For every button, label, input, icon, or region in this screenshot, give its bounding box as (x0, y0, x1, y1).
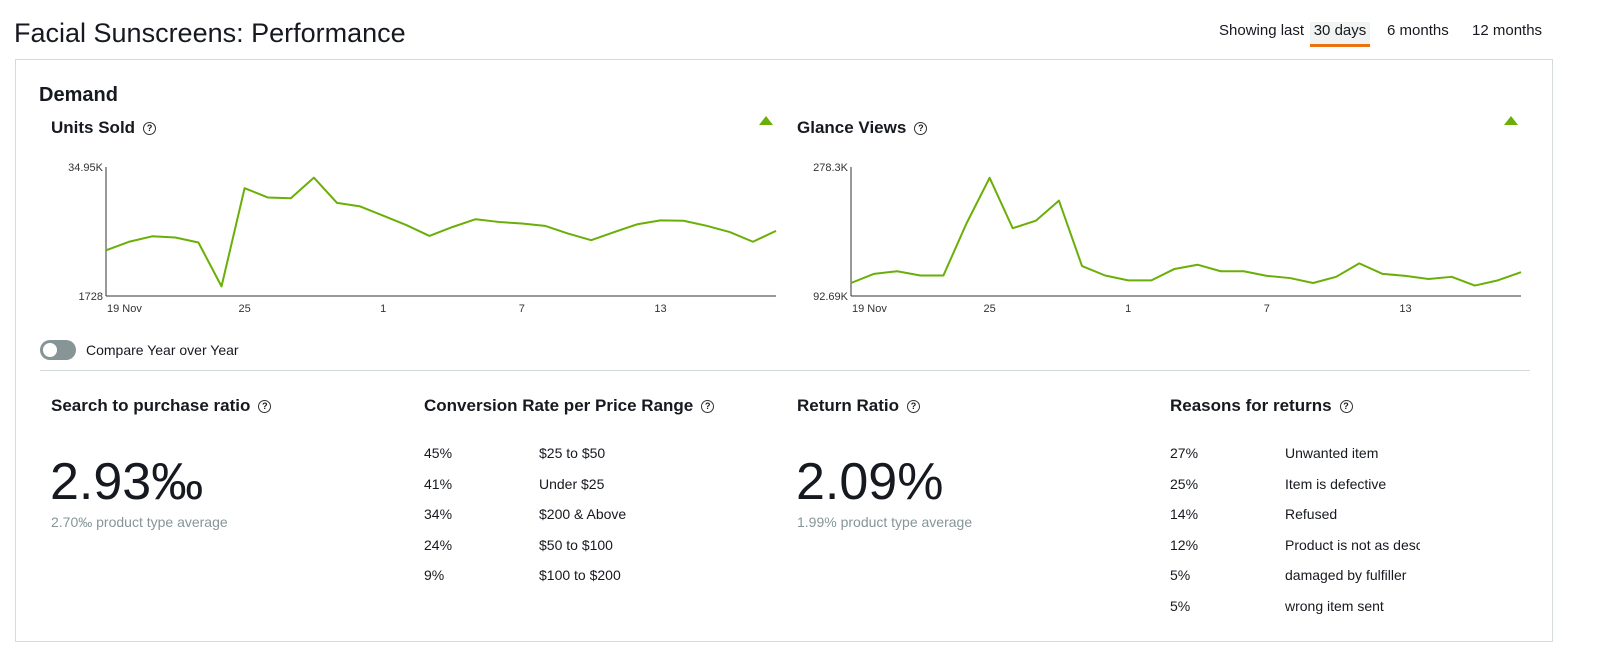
trend-up-icon (759, 116, 773, 125)
units-sold-chart: 34.95K 1728 19 Nov 25 1 7 13 (68, 162, 777, 315)
glance-views-heading: Glance Views? (797, 118, 928, 138)
list-row: 5% damaged by fulfiller (1170, 560, 1420, 591)
help-icon[interactable]: ? (907, 400, 920, 413)
row-percent: 24% (424, 536, 453, 553)
list-row: 12% Product is not as described (1170, 530, 1420, 561)
list-row: 27% Unwanted item (1170, 438, 1420, 469)
row-percent: 5% (1170, 567, 1191, 583)
row-percent: 14% (1170, 506, 1199, 522)
row-label: Unwanted item (1285, 445, 1379, 461)
row-percent: 25% (1170, 475, 1199, 492)
compare-yoy-toggle[interactable] (40, 340, 76, 360)
return-ratio-value: 2.09% (796, 453, 944, 511)
row-label: wrong item sent (1285, 597, 1384, 614)
range-tab-6-months[interactable]: 6 months (1387, 22, 1449, 39)
search-ratio-average: 2.70‰ product type average (51, 514, 228, 530)
list-row: 25% Item is defective (1170, 469, 1420, 500)
search-ratio-heading: Search to purchase ratio? (51, 396, 272, 416)
list-row: 45% $25 to $50 (424, 438, 724, 469)
x-tick-label: 25 (238, 303, 250, 315)
return-ratio-title: Return Ratio (797, 396, 899, 415)
row-percent: 34% (424, 506, 453, 522)
returns-heading: Reasons for returns? (1170, 396, 1353, 416)
y-tick-label: 1728 (79, 291, 103, 303)
toggle-knob (43, 343, 57, 357)
range-tab-12-months[interactable]: 12 months (1472, 22, 1543, 39)
x-tick-label: 19 Nov (107, 303, 142, 315)
row-percent: 41% (424, 475, 453, 492)
series-line (850, 176, 1522, 287)
page-title: Facial Sunscreens: Performance (14, 18, 406, 48)
x-tick-label: 7 (519, 303, 525, 315)
search-ratio-title: Search to purchase ratio (51, 396, 251, 415)
search-ratio-value: 2.93‰ (50, 453, 204, 511)
conversion-heading: Conversion Rate per Price Range? (424, 396, 715, 416)
x-tick-label: 13 (654, 303, 666, 315)
help-icon[interactable]: ? (258, 400, 272, 413)
x-tick-label: 25 (983, 303, 995, 315)
units-sold-heading: Units Sold? (51, 118, 157, 138)
trend-up-icon (1504, 116, 1518, 125)
x-tick-label: 7 (1264, 303, 1270, 315)
help-icon[interactable]: ? (701, 400, 715, 413)
help-icon[interactable]: ? (1339, 400, 1353, 413)
row-label: $25 to $50 (539, 445, 606, 461)
row-label: damaged by fulfiller (1285, 567, 1407, 583)
y-tick-label: 92.69K (813, 291, 849, 303)
list-row: 41% Under $25 (424, 469, 724, 500)
range-tab-30-days[interactable]: 30 days (1310, 22, 1370, 47)
list-row: 5% wrong item sent (1170, 591, 1420, 622)
row-percent: 5% (1170, 597, 1191, 614)
x-tick-label: 1 (1125, 303, 1131, 315)
y-tick-label: 278.3K (813, 162, 849, 174)
divider (40, 370, 1530, 371)
conversion-title: Conversion Rate per Price Range (424, 396, 694, 415)
returns-list: 27% Unwanted item 25% Item is defective 14% R… (1170, 438, 1420, 621)
conversion-list: 45% $25 to $50 41% Under $25 34% $200 & Above… (424, 438, 724, 591)
list-row: 9% $100 to $200 (424, 560, 724, 591)
help-icon[interactable]: ? (914, 122, 928, 135)
demand-heading: Demand (39, 84, 118, 106)
performance-panel (15, 59, 1553, 642)
row-label: $50 to $100 (539, 536, 613, 553)
row-label: Refused (1285, 506, 1338, 522)
x-tick-label: 13 (1399, 303, 1411, 315)
row-label: Item is defective (1285, 475, 1387, 492)
compare-yoy-label: Compare Year over Year (86, 342, 239, 358)
range-label: Showing last (1219, 22, 1305, 39)
glance-views-title: Glance Views (797, 118, 907, 137)
y-tick-label: 34.95K (68, 162, 104, 174)
help-icon[interactable]: ? (143, 122, 157, 135)
list-row: 24% $50 to $100 (424, 530, 724, 561)
row-percent: 27% (1170, 445, 1199, 461)
series-line (105, 176, 777, 288)
row-percent: 45% (424, 445, 453, 461)
return-ratio-average: 1.99% product type average (797, 514, 973, 530)
returns-title: Reasons for returns (1170, 396, 1332, 415)
x-tick-label: 19 Nov (852, 303, 887, 315)
row-label: $100 to $200 (539, 567, 621, 583)
list-row: 34% $200 & Above (424, 499, 724, 530)
row-label: Product is not as described (1285, 536, 1420, 553)
x-tick-label: 1 (380, 303, 386, 315)
row-label: Under $25 (539, 475, 605, 492)
list-row: 14% Refused (1170, 499, 1420, 530)
units-sold-title: Units Sold (51, 118, 136, 137)
return-ratio-heading: Return Ratio? (797, 396, 920, 416)
row-label: $200 & Above (539, 506, 627, 522)
row-percent: 9% (424, 567, 445, 583)
row-percent: 12% (1170, 536, 1199, 553)
